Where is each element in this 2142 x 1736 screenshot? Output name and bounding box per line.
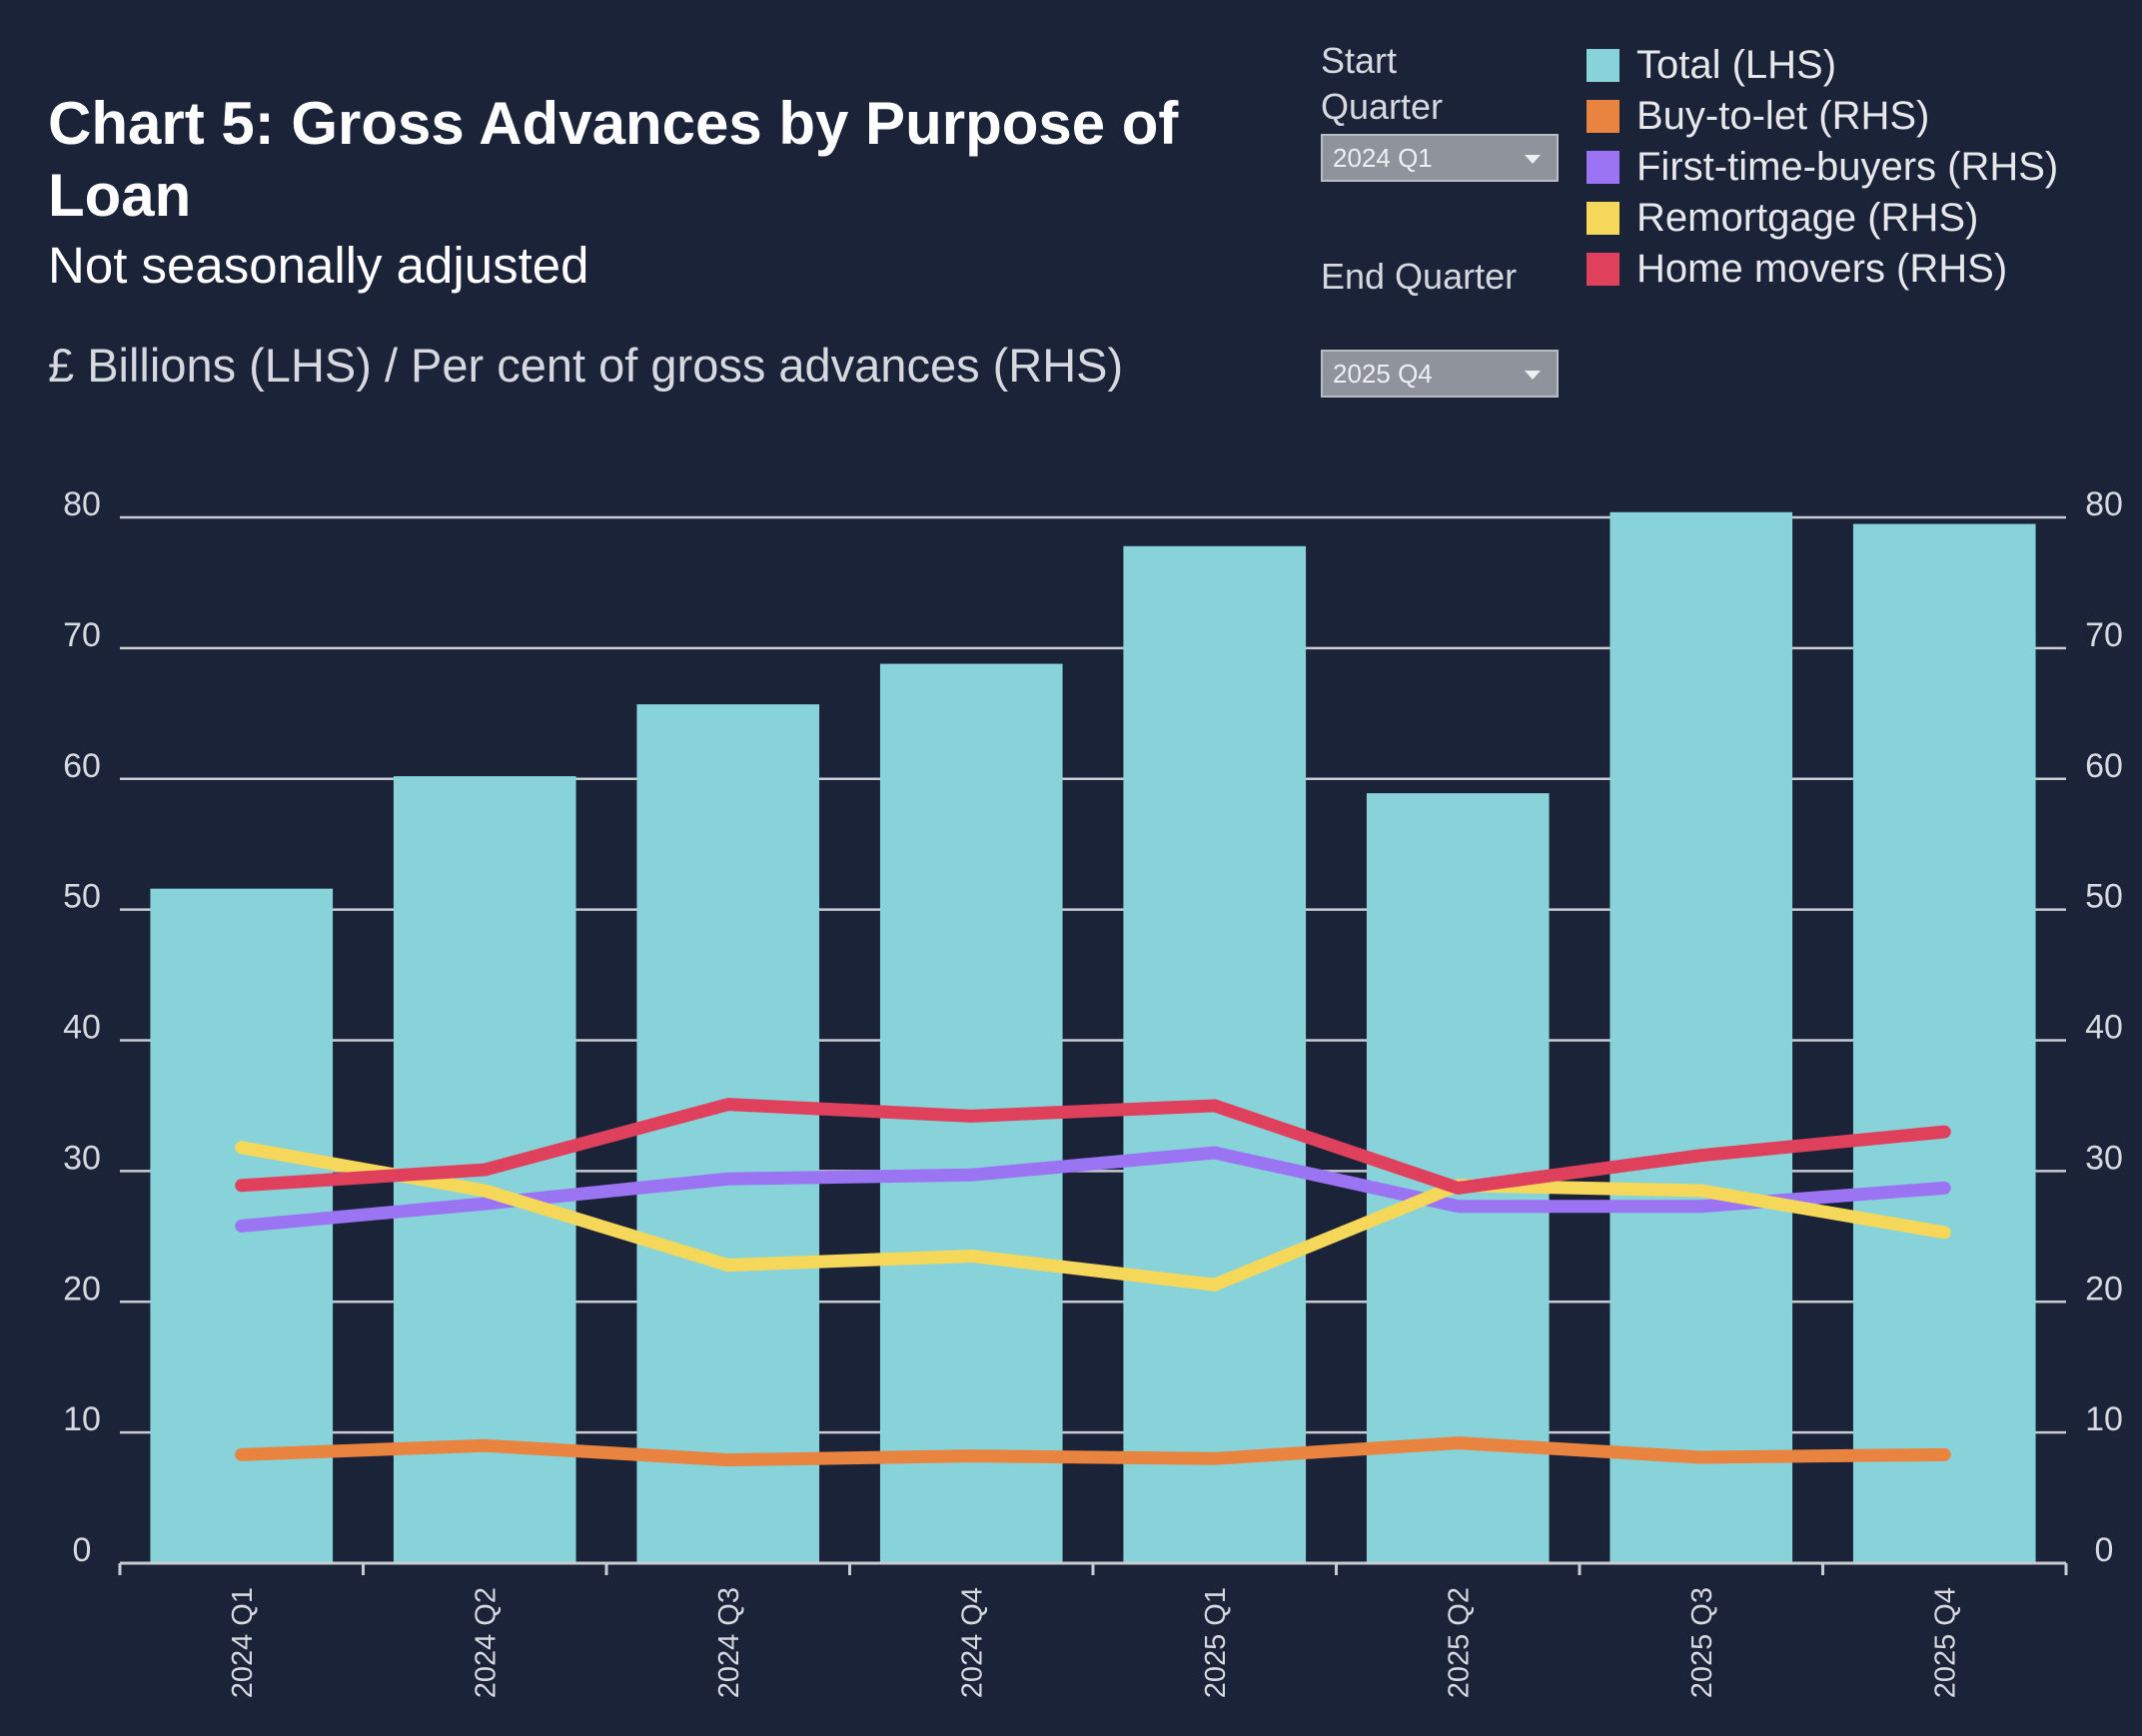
legend-label-remortgage: Remortgage (RHS) — [1636, 196, 1979, 240]
start-quarter-label: Start Quarter — [1321, 40, 1444, 127]
legend-label-total: Total (LHS) — [1636, 43, 1837, 87]
y-tick-label-right: 0 — [2095, 1531, 2114, 1569]
units-label: £ Billions (LHS) / Per cent of gross adv… — [48, 339, 1124, 392]
y-tick-label-left: 40 — [63, 1009, 101, 1047]
end-quarter-value: 2025 Q4 — [1333, 359, 1433, 389]
bar-2024-q3 — [636, 704, 820, 1563]
y-tick-label-left: 10 — [63, 1400, 101, 1438]
gross-advances-chart: 0 10 20 30 40 50 60 70 80 0 10 20 30 40 50 60 70 80 2024 Q… — [63, 485, 2123, 1698]
legend-item-remortgage[interactable]: Remortgage (RHS) — [1587, 193, 2116, 244]
y-tick-label-left: 20 — [63, 1270, 101, 1307]
y-tick-label-left: 80 — [63, 485, 101, 523]
x-tick-label: 2025 Q3 — [1686, 1587, 1718, 1698]
y-tick-label-right: 30 — [2085, 1139, 2123, 1177]
chart-subtitle: Not seasonally adjusted — [48, 237, 589, 294]
chart-title: Chart 5: Gross Advances by Purpose of Lo… — [48, 90, 1179, 229]
legend-swatch-total — [1587, 49, 1619, 82]
legend: Total (LHS) Buy-to-let (RHS) First-time-… — [1587, 40, 2116, 295]
x-tick-label: 2024 Q2 — [470, 1587, 502, 1698]
legend-label-home-movers: Home movers (RHS) — [1636, 247, 2008, 291]
end-quarter-label: End Quarter — [1321, 256, 1518, 297]
y-tick-label-left: 50 — [63, 878, 101, 916]
end-quarter-select[interactable]: 2025 Q4 — [1321, 350, 1559, 398]
legend-item-buy-to-let[interactable]: Buy-to-let (RHS) — [1587, 91, 2116, 142]
y-tick-label-right: 50 — [2085, 878, 2123, 916]
legend-label-first-time-buyers: First-time-buyers (RHS) — [1636, 145, 2059, 189]
bar-2025-q1 — [1123, 545, 1307, 1563]
start-quarter-select[interactable]: 2024 Q1 — [1321, 134, 1559, 182]
legend-swatch-buy-to-let — [1587, 100, 1619, 133]
y-tick-label-right: 80 — [2085, 485, 2123, 523]
y-tick-label-left: 30 — [63, 1139, 101, 1177]
y-tick-label-right: 40 — [2085, 1009, 2123, 1047]
x-tick-label: 2024 Q1 — [227, 1587, 259, 1698]
legend-item-total[interactable]: Total (LHS) — [1587, 40, 2116, 91]
bar-2025-q3 — [1609, 511, 1793, 1563]
start-quarter-value: 2024 Q1 — [1333, 143, 1433, 173]
y-tick-label-right: 70 — [2085, 616, 2123, 654]
series-line-buy-to-let — [235, 1436, 1951, 1467]
legend-label-buy-to-let: Buy-to-let (RHS) — [1636, 94, 1930, 138]
y-tick-label-left: 60 — [63, 747, 101, 785]
series-line-remortgage — [235, 1141, 1951, 1292]
bar-2025-q4 — [1852, 523, 2036, 1564]
x-tick-label: 2025 Q1 — [1200, 1587, 1232, 1698]
legend-swatch-first-time-buyers — [1587, 151, 1619, 184]
legend-item-home-movers[interactable]: Home movers (RHS) — [1587, 244, 2116, 295]
y-tick-label-right: 20 — [2085, 1270, 2123, 1307]
x-tick-label: 2025 Q4 — [1929, 1587, 1961, 1698]
legend-swatch-remortgage — [1587, 202, 1619, 235]
x-tick-label: 2025 Q2 — [1443, 1587, 1475, 1698]
y-tick-label-right: 10 — [2085, 1400, 2123, 1438]
legend-swatch-home-movers — [1587, 253, 1619, 286]
series-line-home — [235, 1098, 1951, 1195]
y-tick-label-left: 0 — [73, 1531, 92, 1569]
x-tick-label: 2024 Q3 — [713, 1587, 745, 1698]
y-tick-label-right: 60 — [2085, 747, 2123, 785]
x-tick-label: 2024 Q4 — [956, 1587, 988, 1698]
legend-item-first-time-buyers[interactable]: First-time-buyers (RHS) — [1587, 142, 2116, 193]
y-tick-label-left: 70 — [63, 616, 101, 654]
chevron-down-icon — [1525, 371, 1541, 380]
chevron-down-icon — [1525, 155, 1541, 164]
